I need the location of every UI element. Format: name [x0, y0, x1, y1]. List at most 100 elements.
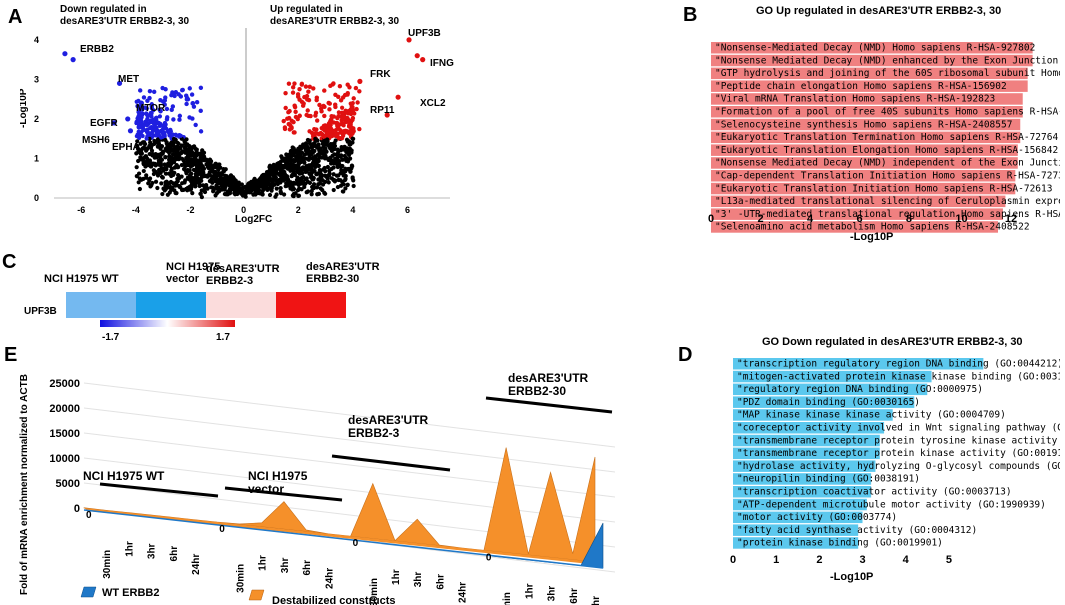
volcano-point — [227, 188, 233, 194]
go-bar-label: "Cap-dependent Translation Initiation Ho… — [715, 171, 1060, 182]
volcano-point — [213, 162, 218, 167]
volcano-point — [296, 153, 302, 158]
volcano-point — [254, 182, 259, 187]
volcano-point — [162, 131, 167, 136]
volcano-point — [274, 192, 279, 197]
go-bar — [733, 511, 863, 524]
volcano-point — [231, 176, 237, 181]
volcano-point-down — [171, 117, 176, 122]
volcano-point-up — [334, 120, 340, 126]
volcano-point — [339, 146, 345, 151]
volcano-point — [351, 183, 356, 189]
volcano-point — [175, 178, 180, 184]
volcano-point — [292, 158, 298, 163]
volcano-point — [302, 152, 307, 157]
volcano-point — [163, 146, 168, 151]
volcano-point — [159, 144, 165, 149]
go-xtick-label: 6 — [856, 213, 862, 225]
e-xtick-label: 30min — [102, 550, 113, 579]
volcano-point — [313, 131, 318, 136]
volcano-point-down — [147, 95, 152, 101]
volcano-point — [183, 164, 188, 169]
volcano-point — [219, 171, 224, 176]
go-bar — [711, 67, 1028, 80]
volcano-point — [187, 150, 193, 155]
go-bar — [711, 144, 1018, 156]
volcano-point — [137, 186, 143, 192]
volcano-point-up — [333, 104, 338, 110]
volcano-point — [168, 184, 173, 190]
volcano-point-down — [198, 85, 204, 91]
volcano-point-down — [185, 97, 191, 102]
volcano-point — [139, 151, 144, 156]
volcano-point — [136, 180, 141, 185]
volcano-point — [316, 182, 321, 187]
volcano-title-down-line1: Down regulated in — [60, 4, 147, 15]
e-group-bar — [331, 454, 451, 472]
volcano-point — [143, 164, 148, 169]
volcano-point — [177, 184, 182, 190]
gene-label-mtor: MTOR — [136, 103, 166, 114]
volcano-point-up — [339, 118, 344, 123]
volcano-point-up — [292, 81, 297, 86]
gene-label-frk: FRK — [370, 69, 391, 80]
volcano-point-up — [355, 100, 360, 105]
volcano-point — [331, 165, 336, 170]
e-ytick-label: 0 — [74, 503, 80, 515]
volcano-point — [213, 179, 218, 184]
volcano-title-up-line2: desARE3'UTR ERBB2-3, 30 — [270, 16, 400, 27]
volcano-point — [172, 148, 177, 153]
go-bar-label: "PDZ domain binding (GO:0030165) — [737, 397, 920, 408]
volcano-point — [329, 176, 334, 181]
go-bar-label: "protein kinase binding (GO:0019901) — [737, 538, 943, 549]
volcano-point — [196, 162, 201, 168]
gene-label-xcl2: XCL2 — [420, 98, 446, 109]
go-bar-label: "coreceptor activity involved in Wnt sig… — [737, 423, 1060, 434]
volcano-point-down — [169, 107, 174, 113]
volcano-point — [188, 173, 193, 178]
volcano-point — [290, 145, 295, 150]
volcano-point-labeled-down — [116, 80, 123, 86]
volcano-point — [160, 175, 165, 180]
volcano-point — [160, 123, 165, 128]
volcano-point-up — [293, 109, 298, 115]
volcano-point — [294, 148, 299, 154]
volcano-xtick-label: -2 — [187, 205, 195, 215]
volcano-point-up — [321, 103, 326, 109]
volcano-point-down — [141, 122, 146, 127]
volcano-point — [155, 137, 160, 142]
go-bar-label: "3' -UTR-mediated translational regulati… — [715, 209, 1060, 220]
volcano-point — [134, 165, 139, 170]
e-ytick-label: 25000 — [49, 378, 80, 390]
volcano-point-labeled-up — [420, 57, 426, 63]
go-bar-label: "Eukaryotic Translation Termination Homo… — [715, 132, 1058, 143]
volcano-point — [290, 182, 295, 187]
volcano-point — [303, 148, 308, 153]
volcano-point — [304, 176, 309, 181]
volcano-point — [272, 182, 277, 187]
volcano-point-up — [331, 81, 336, 86]
gene-label-rp11: RP11 — [370, 105, 395, 116]
volcano-point — [335, 162, 340, 167]
volcano-point — [176, 173, 181, 178]
volcano-point — [305, 137, 310, 143]
volcano-point — [194, 180, 200, 185]
volcano-point-down — [169, 93, 174, 98]
volcano-point-labeled-up — [384, 112, 390, 118]
volcano-point — [176, 145, 181, 150]
e-area-floor — [84, 508, 599, 565]
e-gridline — [83, 457, 616, 523]
go-bar — [733, 370, 932, 383]
volcano-point — [214, 191, 220, 196]
go-bar-label: "ATP-dependent microtubule motor activit… — [737, 499, 1046, 510]
volcano-point — [233, 184, 238, 189]
volcano-point-down — [193, 122, 198, 128]
volcano-point — [193, 162, 198, 167]
volcano-point — [233, 192, 238, 197]
volcano-point — [314, 172, 320, 177]
go-xtick-label: 1 — [773, 554, 779, 566]
volcano-point — [163, 155, 168, 160]
volcano-point-labeled-down — [138, 100, 144, 106]
volcano-point — [160, 127, 165, 132]
